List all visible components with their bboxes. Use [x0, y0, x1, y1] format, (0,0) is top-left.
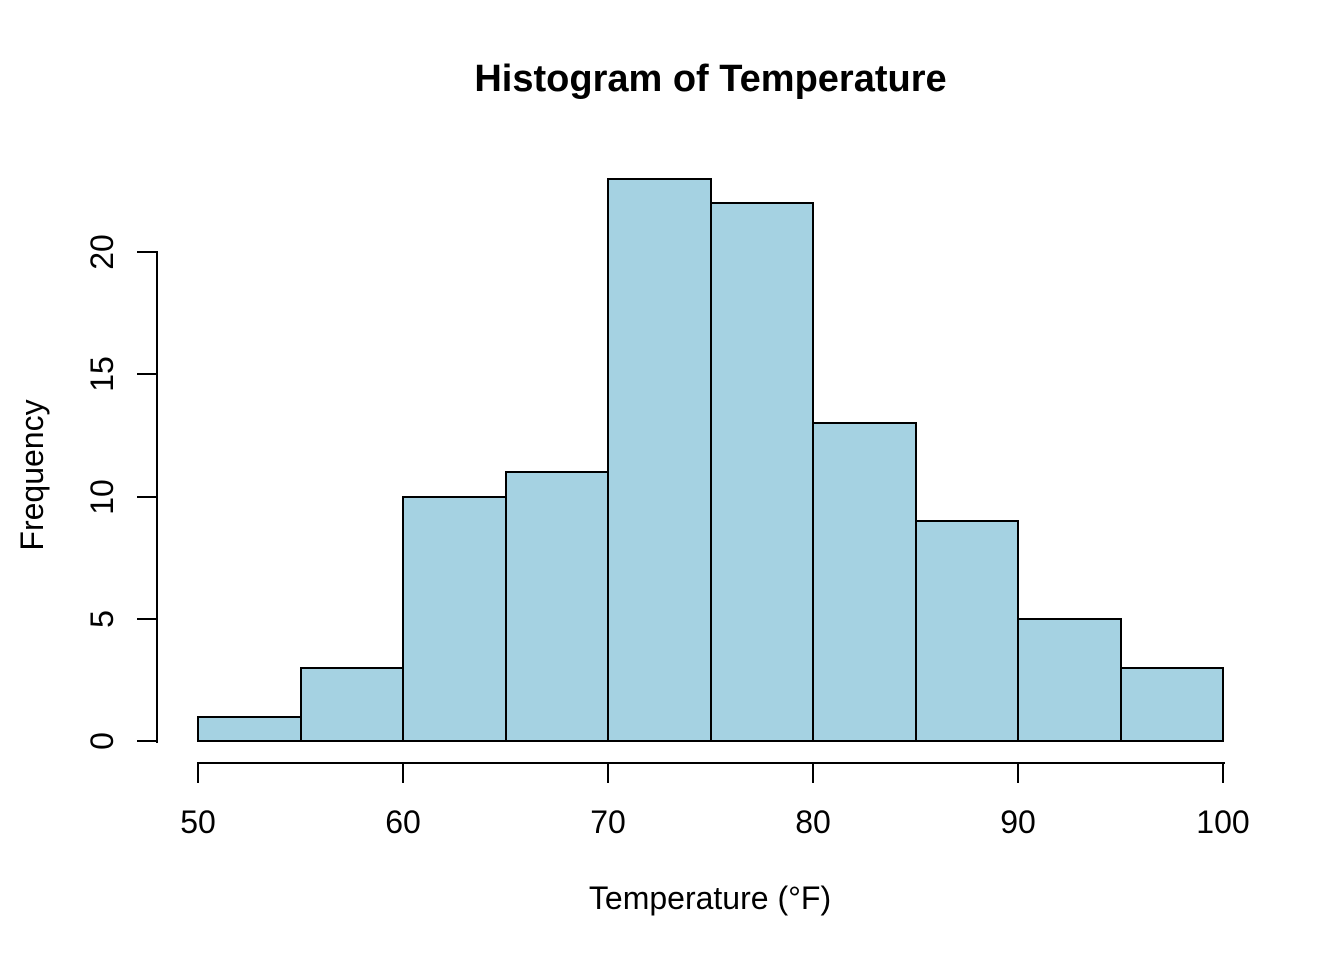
histogram-bar	[1119, 666, 1224, 742]
x-tick-mark	[1017, 762, 1019, 783]
x-tick-mark	[812, 762, 814, 783]
x-tick-mark	[1222, 762, 1224, 783]
x-tick-label: 80	[795, 804, 831, 840]
x-tick-mark	[197, 762, 199, 783]
x-axis-line	[197, 762, 1225, 764]
histogram-bar	[299, 666, 404, 742]
x-tick-label: 70	[590, 804, 626, 840]
y-tick-mark	[137, 617, 157, 620]
histogram-bar	[709, 202, 814, 742]
y-tick-mark	[137, 373, 157, 376]
y-axis-line	[156, 251, 158, 743]
y-axis-title: Frequency	[13, 399, 50, 551]
histogram-bar	[812, 422, 917, 742]
y-tick-label: 20	[83, 234, 120, 270]
histogram-bar	[914, 519, 1019, 742]
y-tick-mark	[137, 495, 157, 498]
x-tick-mark	[402, 762, 404, 783]
histogram-bar	[607, 177, 712, 742]
x-tick-label: 90	[1000, 804, 1036, 840]
y-tick-label: 0	[83, 732, 120, 750]
y-tick-mark	[137, 251, 157, 253]
y-tick-mark	[137, 740, 157, 742]
y-tick-label: 5	[83, 609, 120, 628]
x-axis-title: Temperature (°F)	[588, 880, 832, 916]
chart-title: Histogram of Temperature	[474, 58, 947, 100]
x-tick-label: 50	[180, 804, 216, 840]
histogram-bar	[504, 471, 609, 742]
x-tick-label: 100	[1196, 804, 1250, 840]
histogram-bar	[197, 715, 302, 742]
y-tick-label: 15	[83, 356, 120, 393]
x-tick-mark	[607, 762, 609, 783]
histogram-bar	[1017, 617, 1122, 742]
x-tick-label: 60	[385, 804, 421, 840]
y-tick-label: 10	[83, 478, 120, 515]
histogram-bar	[402, 495, 507, 742]
